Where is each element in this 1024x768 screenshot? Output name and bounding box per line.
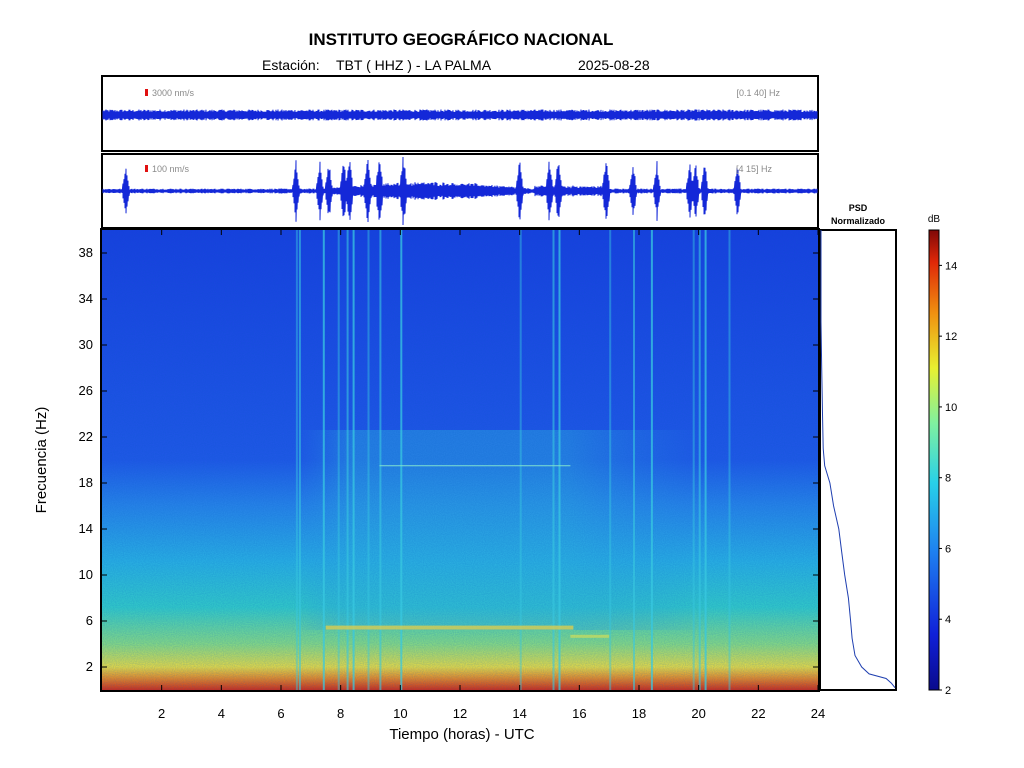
spectrogram-streak bbox=[367, 230, 370, 690]
spectrogram-streak bbox=[558, 230, 561, 690]
spectrogram-streak bbox=[633, 230, 635, 690]
y-axis-label: Frecuencia (Hz) bbox=[33, 407, 50, 514]
spectrogram-streak bbox=[650, 230, 653, 690]
trace-filtered-waveform bbox=[102, 156, 818, 226]
y-tick-label: 10 bbox=[79, 567, 93, 582]
x-tick-label: 16 bbox=[572, 706, 586, 721]
spectrogram-band-5hz bbox=[325, 625, 574, 630]
spectrogram-streak bbox=[400, 230, 403, 690]
station-label: Estación: bbox=[262, 57, 320, 73]
x-tick-label: 12 bbox=[453, 706, 467, 721]
spectrogram-streak bbox=[379, 230, 382, 690]
trace-broadband-waveform bbox=[102, 109, 818, 121]
scale-marker-filtered bbox=[145, 165, 148, 172]
psd-title-line2: Normalizado bbox=[831, 216, 886, 226]
x-tick-label: 10 bbox=[393, 706, 407, 721]
spectrogram-band-4hz bbox=[570, 634, 610, 638]
colorbar-tick-label: 14 bbox=[945, 260, 957, 272]
date-label: 2025-08-28 bbox=[578, 57, 650, 73]
colorbar-unit-label: dB bbox=[928, 214, 941, 225]
y-tick-label: 2 bbox=[86, 659, 93, 674]
spectrogram-streak bbox=[322, 230, 325, 690]
scale-label-broadband: 3000 nm/s bbox=[152, 88, 195, 98]
colorbar-ticks: 2 4 6 8 10 12 14 bbox=[939, 260, 957, 697]
trace-panel-filtered: 100 nm/s [4 15] Hz bbox=[101, 153, 819, 229]
spectrogram-streak bbox=[692, 230, 695, 690]
spectrogram-streaks bbox=[295, 230, 731, 690]
x-axis-ticks: 2 4 6 8 10 12 14 16 18 20 22 24 bbox=[158, 230, 825, 721]
trace-panel-broadband: 3000 nm/s [0.1 40] Hz bbox=[101, 75, 819, 152]
y-tick-label: 26 bbox=[79, 383, 93, 398]
colorbar-tick-label: 2 bbox=[945, 685, 951, 697]
spectrogram-streak bbox=[337, 230, 340, 690]
colorbar-tick-label: 12 bbox=[945, 331, 957, 343]
spectrogram-streak bbox=[552, 230, 555, 690]
spectrogram-streak bbox=[609, 230, 612, 690]
x-tick-label: 8 bbox=[337, 706, 344, 721]
y-tick-label: 18 bbox=[79, 475, 93, 490]
psd-title-line1: PSD bbox=[849, 203, 868, 213]
x-tick-label: 18 bbox=[632, 706, 646, 721]
y-tick-label: 30 bbox=[79, 337, 93, 352]
spectrogram-streak bbox=[346, 230, 349, 690]
filter-label-filtered: [4 15] Hz bbox=[736, 164, 773, 174]
spectrogram-streak bbox=[352, 230, 355, 690]
spectrogram-streak bbox=[295, 230, 298, 690]
x-tick-label: 4 bbox=[218, 706, 225, 721]
colorbar-tick-label: 4 bbox=[945, 614, 951, 626]
psd-curve bbox=[820, 230, 896, 689]
spectrogram-streak bbox=[704, 230, 707, 690]
station-name: TBT ( HHZ ) - LA PALMA bbox=[336, 57, 492, 73]
colorbar-gradient bbox=[928, 229, 940, 691]
x-tick-label: 22 bbox=[751, 706, 765, 721]
spectrogram-panel: 2 4 6 8 10 12 14 16 18 20 22 24 261014182226303438 … bbox=[33, 228, 825, 743]
figure-title: INSTITUTO GEOGRÁFICO NACIONAL bbox=[309, 30, 614, 49]
spectrogram-streak bbox=[519, 230, 522, 690]
x-tick-label: 24 bbox=[811, 706, 825, 721]
colorbar-tick-label: 10 bbox=[945, 402, 957, 414]
x-tick-label: 6 bbox=[277, 706, 284, 721]
scale-marker-broadband bbox=[145, 89, 148, 96]
spectrogram-streak bbox=[698, 230, 701, 690]
spectrogram-streak bbox=[728, 230, 731, 690]
x-tick-label: 2 bbox=[158, 706, 165, 721]
y-tick-label: 38 bbox=[79, 245, 93, 260]
x-axis-label: Tiempo (horas) - UTC bbox=[389, 726, 534, 743]
y-tick-label: 6 bbox=[86, 613, 93, 628]
colorbar-tick-label: 6 bbox=[945, 543, 951, 555]
spectrogram-streak bbox=[298, 230, 301, 690]
psd-frame bbox=[819, 229, 897, 691]
psd-panel: PSD Normalizado bbox=[819, 203, 897, 691]
scale-label-filtered: 100 nm/s bbox=[152, 164, 190, 174]
x-tick-label: 14 bbox=[512, 706, 526, 721]
y-tick-label: 34 bbox=[79, 291, 93, 306]
spectrogram-noise-texture bbox=[102, 230, 818, 690]
colorbar-tick-label: 8 bbox=[945, 473, 951, 485]
x-tick-label: 20 bbox=[691, 706, 705, 721]
y-tick-label: 22 bbox=[79, 429, 93, 444]
y-tick-label: 14 bbox=[79, 521, 93, 536]
filter-label-broadband: [0.1 40] Hz bbox=[736, 88, 780, 98]
colorbar: dB 2 4 6 8 10 12 14 bbox=[928, 214, 957, 697]
